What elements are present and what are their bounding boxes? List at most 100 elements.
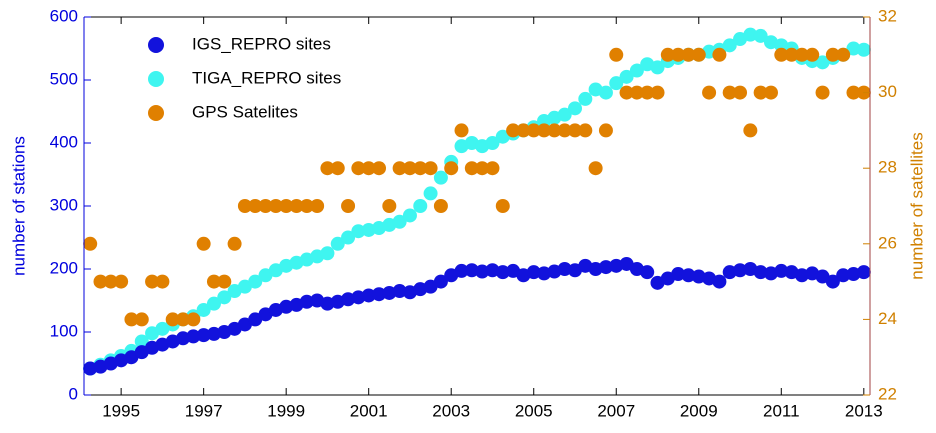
point: [83, 236, 98, 251]
point: [836, 268, 851, 283]
point: [825, 47, 840, 62]
point: [567, 123, 582, 138]
point: [330, 236, 345, 251]
point: [794, 47, 809, 62]
y2-axis-label: number of satellites: [907, 132, 926, 279]
point: [382, 285, 397, 300]
point: [237, 199, 252, 213]
y2-tick-label: 28: [878, 158, 897, 177]
y-tick-label: 100: [50, 321, 78, 340]
point: [485, 161, 500, 176]
point: [598, 123, 613, 138]
point: [784, 47, 799, 62]
point: [206, 296, 221, 311]
point: [464, 263, 479, 278]
point: [433, 199, 448, 213]
point: [640, 85, 655, 100]
point: [341, 292, 356, 307]
point: [495, 199, 510, 213]
point: [402, 161, 417, 176]
point: [320, 296, 335, 311]
x-tick-label: 1999: [267, 401, 305, 420]
point: [165, 312, 180, 327]
point: [196, 302, 211, 317]
point: [702, 85, 717, 100]
x-tick-label: 2003: [432, 401, 470, 420]
point: [299, 199, 314, 213]
point: [413, 199, 428, 213]
legend-marker: [148, 71, 164, 87]
point: [176, 312, 191, 327]
y-tick-label: 500: [50, 69, 78, 88]
point: [289, 199, 304, 213]
point: [330, 161, 345, 176]
point: [83, 361, 98, 376]
y-tick-label: 0: [69, 384, 78, 403]
legend-label: TIGA_REPRO sites: [192, 68, 341, 87]
point: [774, 47, 789, 62]
point: [485, 136, 500, 150]
point: [537, 123, 552, 138]
point: [671, 47, 686, 62]
point: [475, 161, 490, 176]
point: [836, 47, 851, 62]
y2-tick-label: 22: [878, 384, 897, 403]
point: [681, 268, 696, 283]
point: [722, 38, 737, 53]
point: [753, 85, 768, 100]
point: [547, 123, 562, 138]
point: [526, 265, 541, 280]
point: [227, 236, 242, 251]
point: [103, 274, 118, 289]
point: [320, 246, 335, 261]
point: [609, 47, 624, 62]
point: [382, 199, 397, 213]
point: [506, 123, 521, 138]
point: [372, 287, 387, 302]
y-tick-label: 200: [50, 258, 78, 277]
x-tick-label: 2007: [597, 401, 635, 420]
point: [361, 222, 376, 237]
point: [537, 266, 552, 281]
point: [351, 161, 366, 176]
legend-label: IGS_REPRO sites: [192, 34, 331, 53]
point: [805, 47, 820, 62]
point: [341, 199, 356, 213]
point: [846, 85, 861, 100]
point: [815, 85, 830, 100]
point: [372, 161, 387, 176]
point: [650, 85, 665, 100]
point: [217, 290, 232, 305]
point: [124, 312, 139, 327]
point: [341, 230, 356, 245]
point: [248, 274, 263, 289]
point: [619, 69, 634, 84]
point: [145, 274, 160, 289]
point: [433, 170, 448, 185]
legend-label: GPS Satelites: [192, 102, 298, 121]
point: [660, 47, 675, 62]
x-tick-label: 1997: [185, 401, 223, 420]
point: [423, 161, 438, 176]
point: [248, 199, 263, 213]
y-tick-label: 400: [50, 132, 78, 151]
point: [392, 214, 407, 229]
point: [485, 263, 500, 278]
point: [206, 274, 221, 289]
point: [609, 258, 624, 273]
point: [361, 288, 376, 303]
point: [413, 161, 428, 176]
point: [310, 199, 325, 213]
x-tick-label: 2005: [515, 401, 553, 420]
point: [351, 224, 366, 239]
point: [351, 290, 366, 305]
point: [578, 123, 593, 138]
x-tick-label: 2013: [845, 401, 883, 420]
point: [526, 123, 541, 138]
point: [733, 85, 748, 100]
point: [299, 294, 314, 309]
point: [753, 28, 768, 43]
point: [495, 265, 510, 280]
point: [825, 274, 840, 289]
